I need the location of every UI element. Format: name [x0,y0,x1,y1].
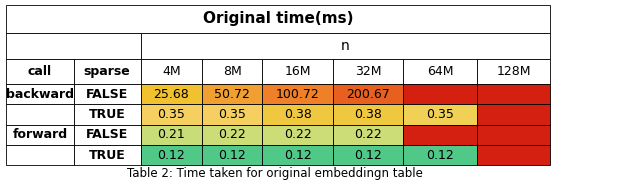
Text: 0.12: 0.12 [218,149,246,162]
Text: forward: forward [12,128,68,141]
Bar [333,104,403,125]
Bar [74,59,141,84]
Text: 0.21: 0.21 [157,128,185,141]
Text: 0.12: 0.12 [284,149,312,162]
Bar [202,145,262,165]
Bar [6,145,74,165]
Text: Table 2: Time taken for original embeddingn table: Table 2: Time taken for original embeddi… [127,167,423,180]
Bar [262,104,333,125]
Bar [141,59,202,84]
Bar [6,125,74,145]
Text: 0.22: 0.22 [284,128,312,141]
Bar [262,145,333,165]
Bar [6,84,74,104]
Text: sparse: sparse [84,65,131,78]
Text: backward: backward [6,88,74,100]
Text: FALSE: FALSE [86,88,129,100]
Text: 0.35: 0.35 [426,108,454,121]
Bar [262,125,333,145]
Bar [403,104,477,125]
Text: 4M: 4M [162,65,180,78]
Bar [477,125,550,145]
Bar [141,104,202,125]
Text: 200.67: 200.67 [346,88,390,100]
Text: 100.72: 100.72 [276,88,319,100]
Text: TRUE: TRUE [89,149,125,162]
Text: 0.35: 0.35 [218,108,246,121]
Text: 0.12: 0.12 [354,149,382,162]
Bar [202,84,262,104]
Bar [202,59,262,84]
Text: 0.22: 0.22 [354,128,382,141]
Bar [6,59,74,84]
Bar [202,104,262,125]
Bar [262,84,333,104]
Bar [403,125,477,145]
Text: 0.12: 0.12 [157,149,185,162]
Bar [6,104,74,125]
Bar [403,145,477,165]
Text: 128M: 128M [497,65,531,78]
Text: 32M: 32M [355,65,381,78]
Text: 0.38: 0.38 [354,108,382,121]
Bar [477,145,550,165]
Text: 25.68: 25.68 [154,88,189,100]
Text: 0.35: 0.35 [157,108,185,121]
Text: call: call [28,65,52,78]
Text: FALSE: FALSE [86,128,129,141]
Bar [262,59,333,84]
Text: 0.38: 0.38 [284,108,312,121]
Text: TRUE: TRUE [89,108,125,121]
Bar [6,33,141,59]
Bar [74,84,141,104]
Bar [74,125,141,145]
Bar [6,5,550,33]
Text: 0.22: 0.22 [218,128,246,141]
Bar [477,59,550,84]
Bar [333,145,403,165]
Bar [477,104,550,125]
Bar [141,125,202,145]
Bar [74,104,141,125]
Bar [333,59,403,84]
Bar [403,84,477,104]
Bar [202,125,262,145]
Text: 8M: 8M [223,65,241,78]
Text: 64M: 64M [427,65,453,78]
Bar [141,145,202,165]
Bar [141,84,202,104]
Text: n: n [341,39,350,53]
Bar [477,84,550,104]
Bar [74,145,141,165]
Text: 16M: 16M [284,65,311,78]
Bar [333,84,403,104]
Text: Original time(ms): Original time(ms) [203,11,354,26]
Bar [141,33,550,59]
Text: 50.72: 50.72 [214,88,250,100]
Text: 0.12: 0.12 [426,149,454,162]
Bar [333,125,403,145]
Bar [403,59,477,84]
